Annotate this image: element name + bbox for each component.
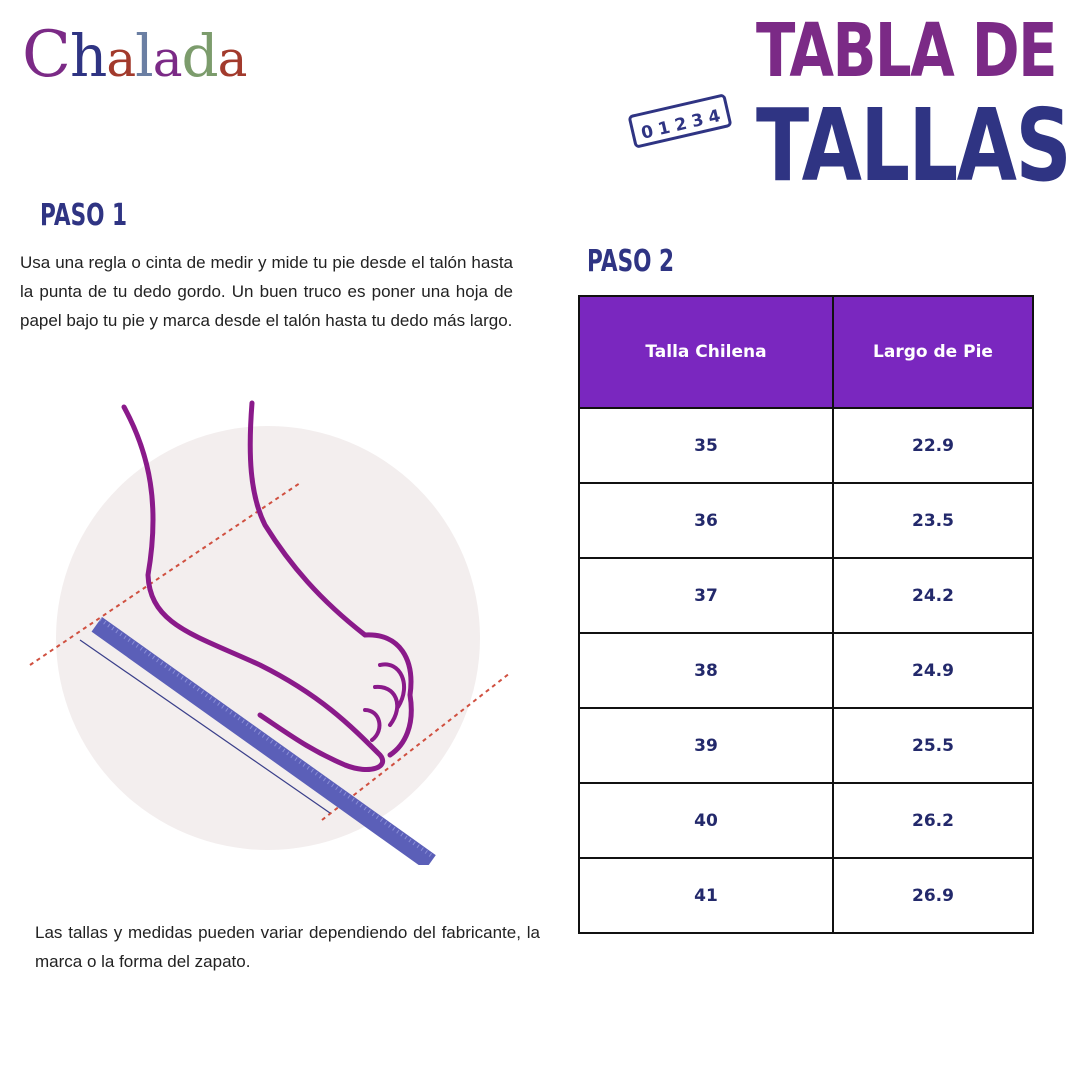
foot-measuring-illustration	[29, 400, 511, 865]
logo-letter: a	[152, 30, 183, 88]
foot-length-cell: 23.5	[832, 482, 1034, 559]
logo-letter: C	[22, 18, 71, 92]
size-table: Talla Chilena Largo de Pie 35 22.9 36 23.5 3…	[578, 295, 1034, 934]
logo-letter: d	[181, 22, 219, 90]
heel-guide-line	[29, 482, 301, 666]
ruler-icon	[91, 617, 436, 865]
foot-length-cell: 26.2	[832, 782, 1034, 859]
step1-text: Usa una regla o cinta de medir y mide tu…	[20, 253, 513, 330]
table-row: 37 24.2	[578, 557, 1034, 634]
disclaimer-note: Las tallas y medidas pueden variar depen…	[35, 923, 540, 971]
ruler-digit: 3	[689, 109, 706, 133]
foot-length-cell: 25.5	[832, 707, 1034, 784]
table-row: 35 22.9	[578, 407, 1034, 484]
size-cell: 40	[578, 782, 834, 859]
foot-length-cell: 24.2	[832, 557, 1034, 634]
background-circle	[56, 426, 480, 850]
size-cell: 39	[578, 707, 834, 784]
ruler-digit: 4	[706, 106, 723, 129]
logo-letter: l	[135, 22, 154, 90]
logo-letter: h	[69, 22, 107, 90]
size-cell: 35	[578, 407, 834, 484]
table-row: 41 26.9	[578, 857, 1034, 934]
ruler-digit: 0	[639, 121, 656, 144]
logo-letter: a	[106, 30, 136, 88]
size-cell: 37	[578, 557, 834, 634]
toes	[363, 662, 406, 742]
title-line-1: TABLA DE	[756, 8, 1058, 94]
logo-letter: a	[217, 30, 248, 88]
size-cell: 38	[578, 632, 834, 709]
foot-length-cell: 26.9	[832, 857, 1034, 934]
foot-front-outline	[247, 400, 414, 758]
foot-length-cell: 24.9	[832, 632, 1034, 709]
column-header-size: Talla Chilena	[578, 295, 834, 409]
step1-heading: PASO 1	[40, 198, 128, 233]
page-title: TABLA DE TALLAS	[756, 8, 1072, 204]
title-line-2: TALLAS	[756, 87, 1072, 204]
ruler-digit: 1	[656, 117, 673, 140]
size-cell: 36	[578, 482, 834, 559]
foot-length-cell: 22.9	[832, 407, 1034, 484]
foot-outline	[121, 404, 385, 773]
table-row: 40 26.2	[578, 782, 1034, 859]
table-row: 39 25.5	[578, 707, 1034, 784]
ruler-icon: 0 1 2 3 4	[627, 93, 733, 149]
table-row: 38 24.9	[578, 632, 1034, 709]
column-header-length: Largo de Pie	[832, 295, 1034, 409]
chalada-logo: Chalada	[22, 18, 248, 92]
ruler-digit: 2	[672, 113, 689, 136]
size-cell: 41	[578, 857, 834, 934]
step2-heading: PASO 2	[587, 244, 675, 279]
measure-arrow	[79, 639, 331, 814]
table-row: 36 23.5	[578, 482, 1034, 559]
